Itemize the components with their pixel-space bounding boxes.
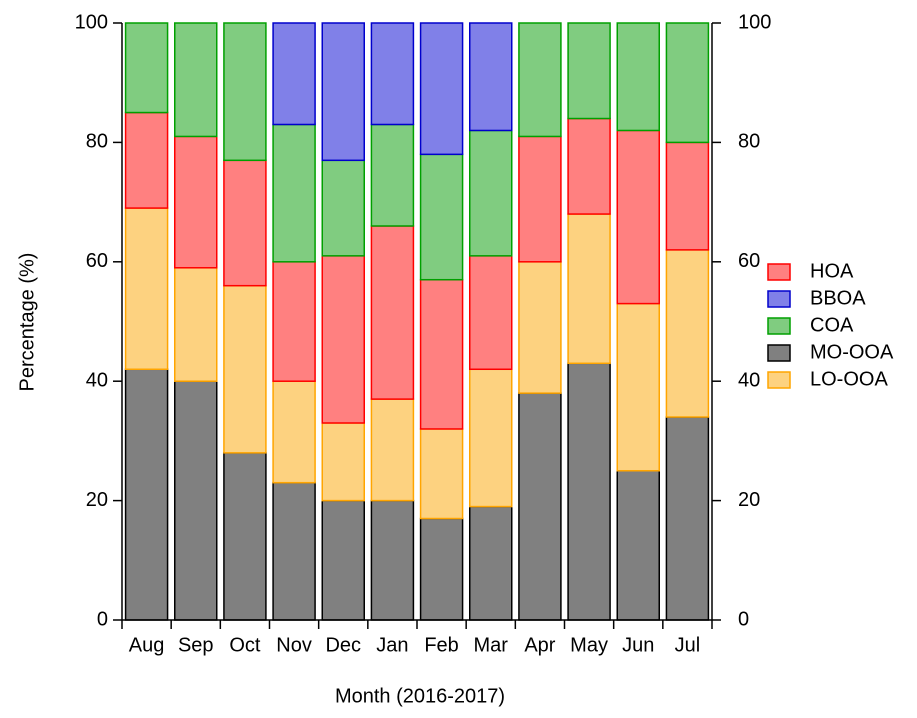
x-tick-label: Apr	[524, 634, 555, 656]
bar-segment	[174, 22, 218, 138]
bar-segment	[665, 141, 710, 251]
bar-segment	[370, 22, 415, 126]
bar-segment	[469, 368, 513, 508]
legend-swatch	[767, 344, 791, 362]
bar-segment	[665, 22, 710, 144]
x-tick-label: Oct	[229, 634, 261, 656]
bar-segment	[419, 278, 464, 430]
bar-segment	[124, 207, 169, 371]
bar-segment	[321, 499, 365, 621]
legend-swatch	[767, 263, 791, 281]
x-axis-label: Month (2016-2017)	[335, 685, 505, 707]
y-tick-label: 0	[97, 608, 108, 630]
x-tick-label: Sep	[178, 634, 214, 656]
x-tick-label: Nov	[276, 634, 312, 656]
y2-tick-label: 100	[738, 11, 771, 33]
y-axis-label: Percentage (%)	[16, 253, 38, 392]
bar-segment	[223, 159, 267, 287]
bar-segment	[616, 129, 660, 305]
bar-segment	[518, 22, 562, 138]
bar-segment	[518, 392, 562, 621]
bar-segment	[567, 362, 611, 621]
x-tick-label: Dec	[325, 634, 361, 656]
bar-segment	[469, 129, 513, 257]
bar-segment	[321, 159, 365, 257]
bar-segment	[223, 284, 267, 454]
legend-swatch	[767, 317, 791, 335]
x-tick-label: Aug	[129, 634, 165, 656]
bar-segment	[370, 398, 415, 502]
x-tick-label: Jan	[376, 634, 408, 656]
bar-segment	[370, 123, 415, 227]
y-tick-label: 60	[86, 250, 108, 272]
bar-segment	[223, 22, 267, 162]
bar-segment	[518, 261, 562, 394]
y2-tick-label: 80	[738, 131, 760, 153]
bar-segment	[321, 255, 365, 424]
bar-segment	[272, 123, 316, 263]
bar-segment	[174, 267, 218, 382]
bar-segment	[419, 22, 464, 156]
bar-segment	[370, 225, 415, 400]
x-tick-label: Mar	[474, 634, 509, 656]
y2-tick-label: 0	[738, 608, 749, 630]
bar-segment	[321, 22, 365, 162]
bar-segment	[567, 117, 611, 215]
bar-segment	[419, 153, 464, 281]
bar-segment	[124, 22, 169, 114]
bar-segment	[174, 380, 218, 621]
bar-segment	[124, 111, 169, 209]
legend-label: COA	[810, 314, 854, 336]
y-tick-label: 40	[86, 369, 108, 391]
x-tick-label: Jun	[622, 634, 654, 656]
bar-segment	[272, 261, 316, 382]
legend-label: HOA	[810, 260, 854, 282]
y2-tick-label: 20	[738, 489, 760, 511]
bar-segment	[469, 255, 513, 371]
bar-segment	[665, 416, 710, 621]
bar-segment	[665, 249, 710, 418]
bar-segment	[616, 22, 660, 132]
bar-segment	[469, 505, 513, 621]
legend-label: LO-OOA	[810, 368, 888, 390]
bar-segment	[518, 135, 562, 263]
bar-segment	[223, 452, 267, 621]
x-tick-label: Feb	[424, 634, 458, 656]
y-tick-label: 20	[86, 489, 108, 511]
bar-segment	[272, 22, 316, 126]
x-tick-label: Jul	[675, 634, 701, 656]
bar-segment	[370, 499, 415, 621]
legend-swatch	[767, 290, 791, 308]
bar-segment	[469, 22, 513, 132]
bar-segment	[567, 22, 611, 120]
y-tick-label: 80	[86, 131, 108, 153]
bar-segment	[616, 302, 660, 472]
bar-segment	[321, 422, 365, 502]
y2-tick-label: 40	[738, 369, 760, 391]
bar-segment	[124, 368, 169, 621]
bar-segment	[419, 517, 464, 621]
bar-segment	[419, 428, 464, 520]
bar-segment	[272, 380, 316, 484]
bar-segment	[567, 213, 611, 365]
y-tick-label: 100	[75, 11, 108, 33]
bar-segment	[616, 470, 660, 621]
legend-label: BBOA	[810, 287, 866, 309]
x-tick-label: May	[570, 634, 608, 656]
bar-segment	[174, 135, 218, 269]
legend-label: MO-OOA	[810, 341, 894, 363]
y2-tick-label: 60	[738, 250, 760, 272]
legend-swatch	[767, 371, 791, 389]
bar-segment	[272, 481, 316, 621]
